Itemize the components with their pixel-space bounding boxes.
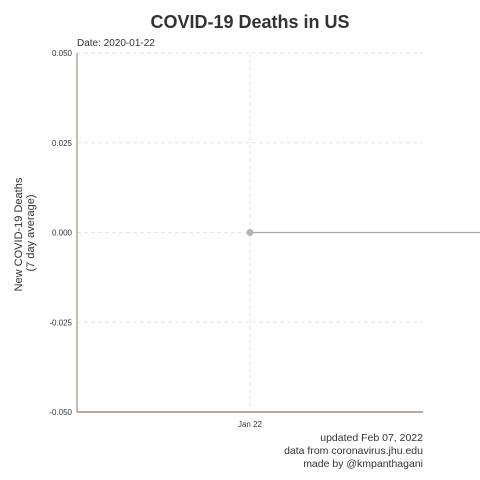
- chart-subtitle: Date: 2020-01-22: [77, 38, 155, 49]
- y-axis-label: New COVID-19 Deaths (7 day average): [13, 175, 37, 292]
- y-tick-label: -0.050: [49, 408, 72, 417]
- caption-author: made by @kmpanthagani: [303, 458, 423, 470]
- tick-layer: 0.050 0.025 0.000 -0.025 -0.050 Jan 22: [49, 49, 262, 429]
- y-tick-label: 0.025: [52, 139, 73, 148]
- y-axis-label-line2: (7 day average): [25, 194, 37, 271]
- y-tick-label: 0.050: [52, 49, 73, 58]
- data-layer: [246, 229, 480, 236]
- data-point: [246, 229, 254, 236]
- chart-title: COVID-19 Deaths in US: [150, 12, 349, 32]
- caption-source: data from coronavirus.jhu.edu: [284, 445, 423, 457]
- caption-updated: updated Feb 07, 2022: [320, 432, 423, 444]
- y-tick-label: 0.000: [52, 229, 73, 238]
- y-tick-label: -0.025: [49, 318, 72, 327]
- axis-layer: [76, 53, 423, 413]
- x-tick-label: Jan 22: [238, 420, 263, 429]
- y-axis-label-line1: New COVID-19 Deaths: [13, 177, 25, 291]
